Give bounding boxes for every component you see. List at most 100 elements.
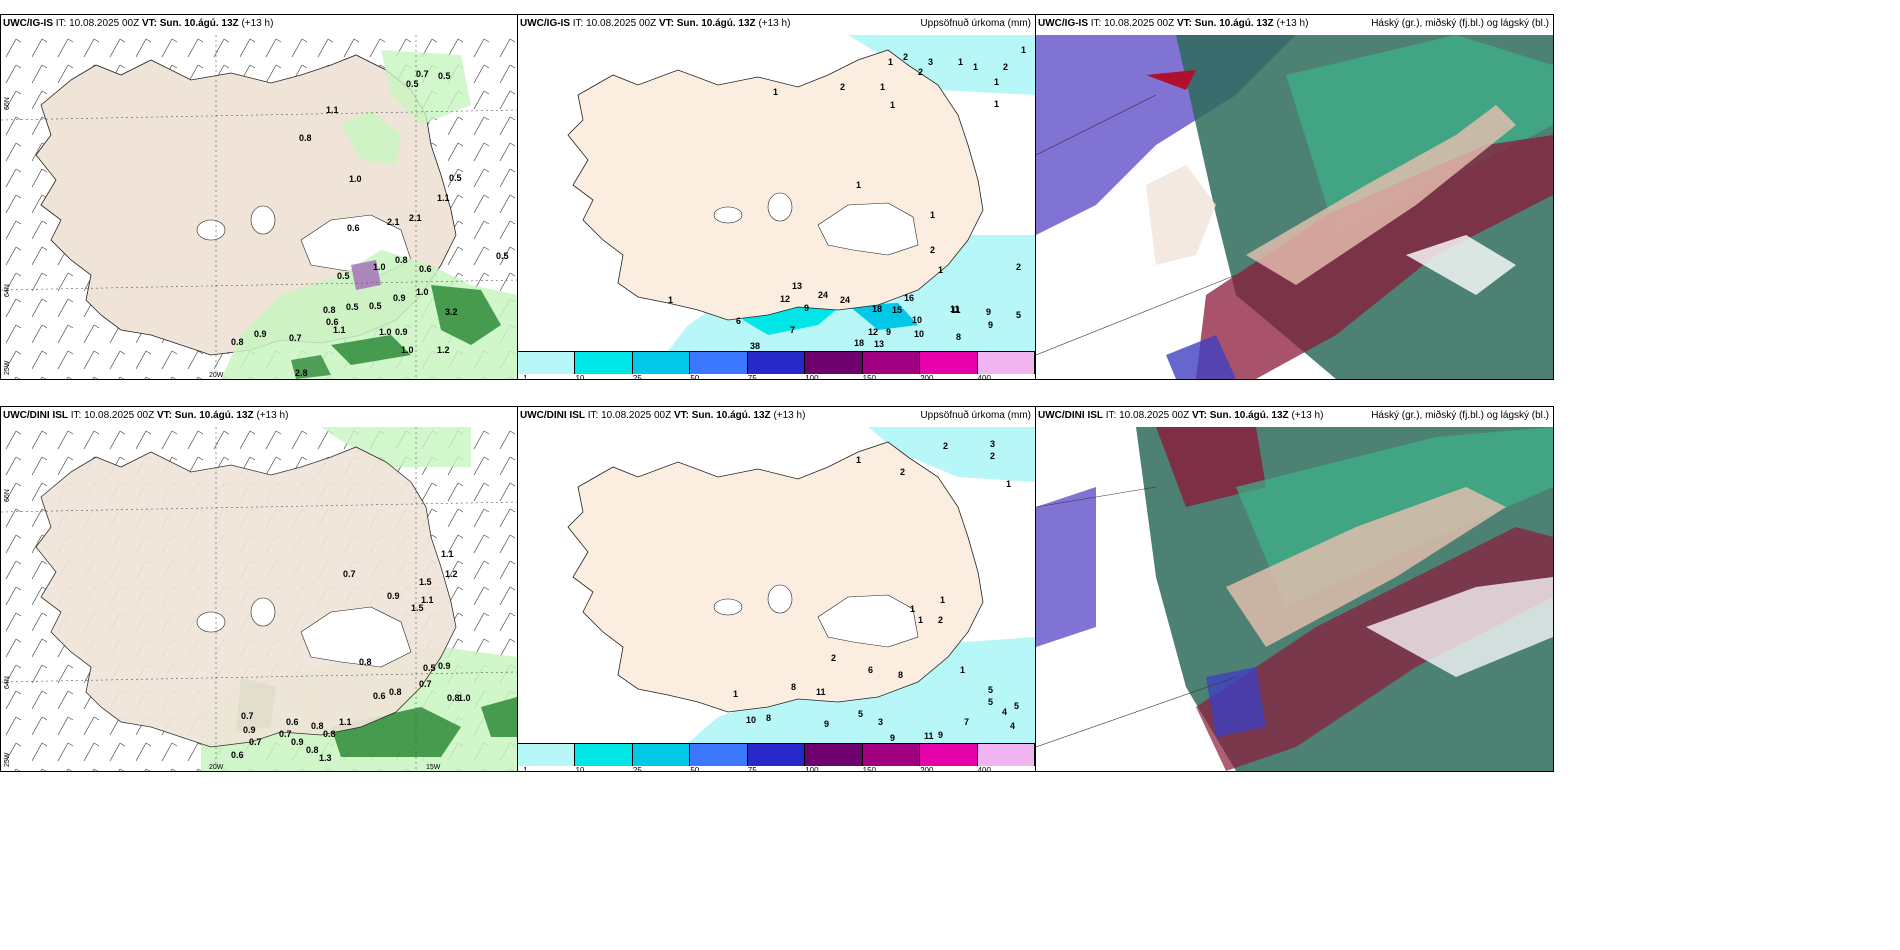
precip-value: 1 bbox=[910, 604, 915, 614]
colorbar-tick: 1 bbox=[523, 766, 528, 772]
vt-label: VT: bbox=[156, 410, 172, 421]
valid-time: Sun. 10.ágú. 13Z bbox=[1194, 18, 1274, 29]
colorbar-tick: 50 bbox=[690, 766, 700, 772]
precip-value: 13 bbox=[874, 339, 884, 349]
precip-value: 5 bbox=[1016, 310, 1021, 320]
precip-value: 2 bbox=[1003, 62, 1008, 72]
valid-time: Sun. 10.ágú. 13Z bbox=[174, 410, 254, 421]
precip-value: 0.8 bbox=[395, 255, 408, 265]
precip-value: 1.1 bbox=[421, 595, 434, 605]
precip-value: 9 bbox=[890, 733, 895, 743]
precip-value: 2.1 bbox=[409, 213, 422, 223]
precip-value: 11 bbox=[950, 304, 960, 314]
colorbar-swatch bbox=[690, 352, 748, 374]
precip-value: 0.6 bbox=[231, 750, 244, 760]
precip-value: 1.1 bbox=[339, 717, 352, 727]
field-name: Háský (gr.), miðský (fj.bl.) og lágský (… bbox=[1371, 18, 1549, 29]
precip-value: 1.0 bbox=[416, 287, 429, 297]
precip-value: 1.0 bbox=[458, 693, 471, 703]
precip-value: 1 bbox=[930, 210, 935, 220]
precip-value: 1 bbox=[958, 57, 963, 67]
lat-label-64: 64N bbox=[4, 676, 11, 689]
precip-value: 0.6 bbox=[286, 717, 299, 727]
colorbar-tick: 25 bbox=[632, 374, 642, 380]
precip-value: 2 bbox=[1016, 262, 1021, 272]
precip-value: 13 bbox=[792, 281, 802, 291]
panel-title: UWC/IG-IS IT: 10.08.2025 00Z VT: Sun. 10… bbox=[3, 18, 273, 29]
colorbar-swatch bbox=[977, 352, 1035, 374]
colorbar-tick: 10 bbox=[575, 374, 585, 380]
precip-value: 3.2 bbox=[445, 307, 458, 317]
precip-value: 10 bbox=[914, 329, 924, 339]
precip-value: 0.7 bbox=[279, 729, 292, 739]
panel-wind-precip-dini: UWC/DINI ISL IT: 10.08.2025 00Z VT: Sun.… bbox=[0, 406, 518, 772]
precip-colorbar: 1 10 25 50 75 100 150 200 400 bbox=[518, 743, 1035, 771]
vt-label: VT: bbox=[141, 18, 157, 29]
precip-value: 1 bbox=[856, 180, 861, 190]
precip-value: 24 bbox=[840, 295, 850, 305]
precip-value: 5 bbox=[988, 685, 993, 695]
precip-value: 0.8 bbox=[323, 305, 336, 315]
vt-label: VT: bbox=[658, 18, 674, 29]
valid-time: Sun. 10.ágú. 13Z bbox=[691, 410, 771, 421]
iceland-land bbox=[567, 441, 984, 713]
precip-value: 0.9 bbox=[387, 591, 400, 601]
precip-value: 9 bbox=[804, 303, 809, 313]
precip-value: 0.5 bbox=[496, 251, 509, 261]
colorbar-tick: 150 bbox=[862, 766, 877, 772]
precip-value: 6 bbox=[868, 665, 873, 675]
precip-value: 1.0 bbox=[401, 345, 414, 355]
precip-value: 5 bbox=[988, 697, 993, 707]
lead-time: (+13 h) bbox=[256, 410, 289, 421]
colorbar-swatch bbox=[862, 352, 921, 374]
precip-value: 1 bbox=[994, 99, 999, 109]
precip-value: 0.6 bbox=[419, 264, 432, 274]
lat-label-64: 64N bbox=[4, 284, 11, 297]
precip-value: 1.1 bbox=[437, 193, 450, 203]
panel-accum-precip-dini: UWC/DINI ISL IT: 10.08.2025 00Z VT: Sun.… bbox=[517, 406, 1036, 772]
valid-time: Sun. 10.ágú. 13Z bbox=[676, 18, 756, 29]
colorbar-swatch bbox=[920, 744, 978, 766]
precip-value: 1 bbox=[773, 87, 778, 97]
iceland-land bbox=[35, 446, 457, 748]
precip-value: 1 bbox=[1006, 479, 1011, 489]
map-wind-precip: 66N 64N 25W 20W 15W 0.7 1.1 1.5 1.2 1.1 … bbox=[1, 427, 517, 771]
precip-value: 1.5 bbox=[419, 577, 432, 587]
precip-value: 5 bbox=[858, 709, 863, 719]
field-name: Uppsöfnuð úrkoma (mm) bbox=[920, 18, 1031, 29]
panel-title: UWC/IG-IS IT: 10.08.2025 00Z VT: Sun. 10… bbox=[520, 18, 790, 29]
lead-time: (+13 h) bbox=[1291, 410, 1324, 421]
model-name: UWC/DINI ISL bbox=[520, 410, 585, 421]
precip-value: 0.7 bbox=[419, 679, 432, 689]
precip-value: 9 bbox=[886, 327, 891, 337]
panel-title: UWC/IG-IS IT: 10.08.2025 00Z VT: Sun. 10… bbox=[1038, 18, 1308, 29]
precip-value: 8 bbox=[956, 332, 961, 342]
colorbar-tick: 100 bbox=[805, 766, 819, 772]
init-time: 10.08.2025 00Z bbox=[69, 18, 140, 29]
map-clouds bbox=[1036, 427, 1553, 771]
precip-value: 9 bbox=[988, 320, 993, 330]
lon-label-25: 25W bbox=[4, 752, 11, 767]
precip-value: 0.6 bbox=[326, 317, 339, 327]
colorbar-swatch bbox=[518, 352, 576, 374]
panel-title: UWC/DINI ISL IT: 10.08.2025 00Z VT: Sun.… bbox=[3, 410, 288, 421]
colorbar-swatch bbox=[805, 744, 863, 766]
init-time: 10.08.2025 00Z bbox=[84, 410, 155, 421]
precip-value: 0.9 bbox=[438, 661, 451, 671]
precip-value: 0.9 bbox=[254, 329, 267, 339]
colorbar-tick: 150 bbox=[862, 374, 877, 380]
precip-value: 6 bbox=[736, 316, 741, 326]
model-name: UWC/IG-IS bbox=[3, 18, 53, 29]
precip-value: 2 bbox=[840, 82, 845, 92]
precip-value: 8 bbox=[898, 670, 903, 680]
precip-value: 15 bbox=[892, 305, 902, 315]
colorbar-tick: 50 bbox=[690, 374, 700, 380]
colorbar-swatch bbox=[862, 744, 921, 766]
map-accum-precip: 1 2 3 2 1 2 1 1 2 1 2 8 6 1 11 8 5 10 8 … bbox=[567, 427, 1035, 743]
precip-value: 3 bbox=[878, 717, 883, 727]
precip-value: 12 bbox=[868, 327, 878, 337]
map-wind-precip: 66N 64N 25W 20W 1.1 0.8 0.7 0.5 0.5 1.0 … bbox=[1, 35, 517, 379]
precip-value: 1.0 bbox=[349, 174, 362, 184]
precip-value: 1 bbox=[880, 82, 885, 92]
precip-value: 1.0 bbox=[373, 262, 386, 272]
